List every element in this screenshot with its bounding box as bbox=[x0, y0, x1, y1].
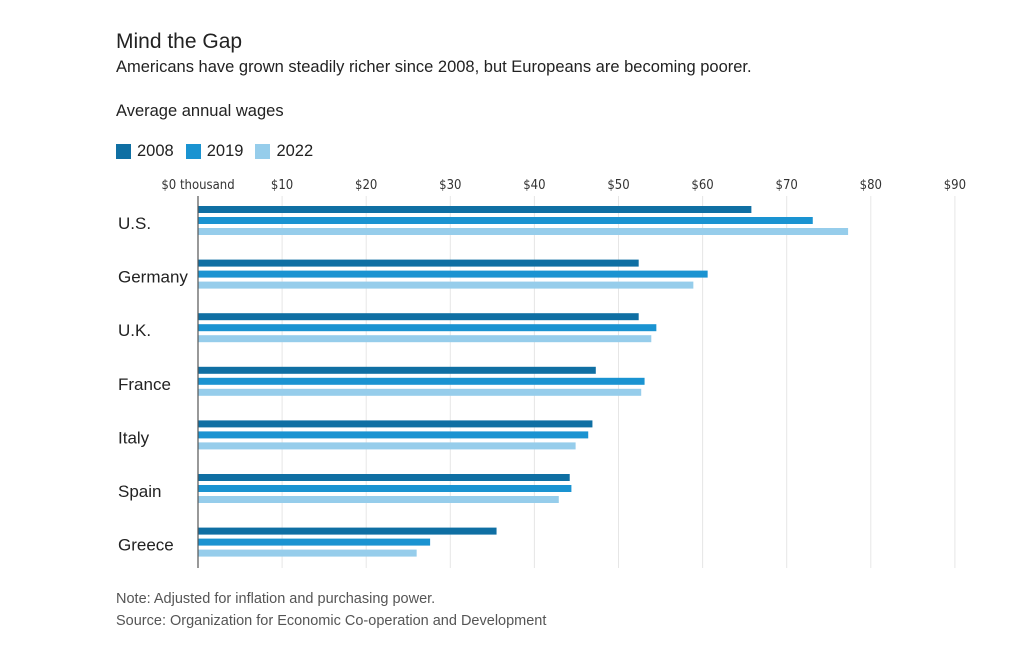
bar-2019 bbox=[198, 538, 431, 546]
x-tick-label: $80 bbox=[860, 178, 882, 193]
x-axis-ticks: $0 thousand $10 $20 $30 $40 $50 $60 $70 $80 $90 bbox=[161, 178, 966, 193]
chart-title: Mind the Gap bbox=[116, 30, 243, 53]
bar-2019 bbox=[198, 324, 657, 332]
footer: Note: Adjusted for inflation and purchas… bbox=[116, 588, 546, 632]
bar-2019 bbox=[198, 431, 589, 439]
legend-swatch-2022 bbox=[255, 144, 271, 159]
x-tick-label: $90 bbox=[944, 178, 966, 193]
category-label: France bbox=[118, 375, 171, 394]
category-label: Spain bbox=[118, 482, 161, 501]
legend-label-2019: 2019 bbox=[206, 142, 244, 160]
x-tick-label: $30 bbox=[439, 178, 461, 193]
bar-2008 bbox=[198, 313, 639, 321]
bar-2008 bbox=[198, 474, 570, 481]
x-tick-label: $0 thousand bbox=[161, 178, 234, 193]
footnote: Note: Adjusted for inflation and purchas… bbox=[116, 591, 436, 607]
bar-2008 bbox=[198, 259, 639, 267]
bar-2022 bbox=[198, 388, 642, 396]
legend-item-2019: 2019 bbox=[185, 142, 244, 161]
chart-measure-label: Average annual wages bbox=[116, 102, 284, 120]
bar-2022 bbox=[198, 442, 576, 450]
bar-2019 bbox=[198, 217, 813, 224]
source-note: Source: Organization for Economic Co-ope… bbox=[116, 613, 547, 629]
bar-2008 bbox=[198, 527, 497, 535]
legend-label-2022: 2022 bbox=[276, 142, 314, 160]
legend-item-2022: 2022 bbox=[255, 142, 313, 161]
bar-2008 bbox=[198, 366, 596, 374]
bar-2019 bbox=[198, 485, 572, 492]
bar-2008 bbox=[198, 420, 593, 428]
bar-2022 bbox=[198, 496, 559, 503]
legend-swatch-2008 bbox=[116, 144, 131, 159]
x-tick-label: $10 bbox=[271, 178, 293, 193]
category-labels: U.S. Germany U.K. France Italy Spain Greece bbox=[118, 214, 188, 555]
legend-swatch-2019 bbox=[185, 144, 201, 159]
bars bbox=[198, 206, 849, 557]
x-tick-label: $60 bbox=[691, 178, 713, 193]
legend: 2008 2019 2022 bbox=[116, 142, 313, 161]
bar-2008 bbox=[198, 206, 752, 213]
bar-2022 bbox=[198, 228, 849, 235]
legend-label-2008: 2008 bbox=[137, 142, 174, 160]
category-label: U.K. bbox=[118, 321, 151, 340]
x-tick-label: $20 bbox=[355, 178, 377, 193]
category-label: U.S. bbox=[118, 214, 151, 233]
legend-item-2008: 2008 bbox=[116, 142, 174, 161]
chart-subtitle: Americans have grown steadily richer sin… bbox=[116, 58, 752, 76]
bar-2019 bbox=[198, 377, 645, 385]
x-tick-label: $40 bbox=[523, 178, 545, 193]
x-tick-label: $50 bbox=[607, 178, 629, 193]
category-label: Italy bbox=[118, 428, 150, 447]
bar-2019 bbox=[198, 270, 708, 278]
bar-2022 bbox=[198, 549, 417, 557]
x-tick-label: $70 bbox=[776, 178, 798, 193]
bar-2022 bbox=[198, 281, 694, 289]
bar-2022 bbox=[198, 335, 652, 343]
category-label: Germany bbox=[118, 268, 188, 287]
category-label: Greece bbox=[118, 536, 174, 555]
